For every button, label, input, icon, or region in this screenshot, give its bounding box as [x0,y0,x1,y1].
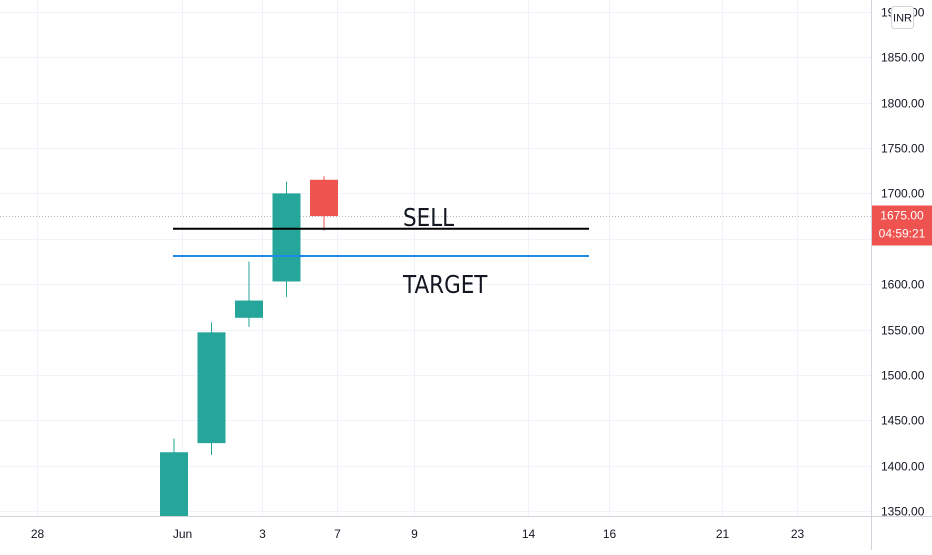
price-tick-label: 1850.00 [881,51,925,65]
currency-badge [891,6,914,29]
time-tick-label: 3 [259,527,266,541]
candle[interactable] [310,176,338,231]
time-tick-label: 9 [411,527,418,541]
candle[interactable] [272,181,301,297]
bar-countdown: 04:59:21 [879,227,926,241]
candle-body [310,179,338,217]
price-tick-label: 1550.00 [881,324,925,338]
time-tick-label: 7 [334,527,341,541]
price-tick-label: 1750.00 [881,142,925,156]
time-tick-label: 23 [791,527,805,541]
price-tick-label: 1700.00 [881,187,925,201]
time-tick-label: Jun [173,527,192,541]
grid-lines [0,0,871,516]
candle-body [235,300,263,318]
candle[interactable] [197,322,226,455]
time-tick-label: 14 [522,527,536,541]
level-label: TARGET [402,271,488,300]
price-tick-label: 1600.00 [881,278,925,292]
time-tick-label: 21 [716,527,730,541]
price-axis-ticks[interactable]: 1350.00 1400.00 1450.00 1500.00 1550.00 1600.… [881,6,925,519]
time-tick-label: 28 [31,527,45,541]
candle[interactable] [235,261,263,327]
time-tick-label: 16 [603,527,617,541]
candle-body [160,452,188,516]
level-target[interactable]: TARGET [173,255,589,300]
candle[interactable] [160,438,188,516]
price-tick-label: 1800.00 [881,97,925,111]
candle-body [272,193,301,282]
price-tick-label: 1400.00 [881,460,925,474]
price-tick-label: 1350.00 [881,505,925,519]
price-badges: INR 1675.00 04:59:21 [872,6,932,246]
last-price-value: 1675.00 [880,209,924,223]
horizontal-levels[interactable]: SELL TARGET [173,203,589,299]
level-sell[interactable]: SELL [173,203,589,232]
last-price-badge [872,205,932,246]
price-tick-label: 1500.00 [881,369,925,383]
candle-body [197,332,226,444]
currency-label: INR [893,13,912,25]
price-tick-label: 1450.00 [881,414,925,428]
level-label: SELL [403,203,454,232]
time-axis-ticks[interactable]: 2628Jun37914162123 [0,527,805,541]
candles[interactable] [160,176,338,516]
